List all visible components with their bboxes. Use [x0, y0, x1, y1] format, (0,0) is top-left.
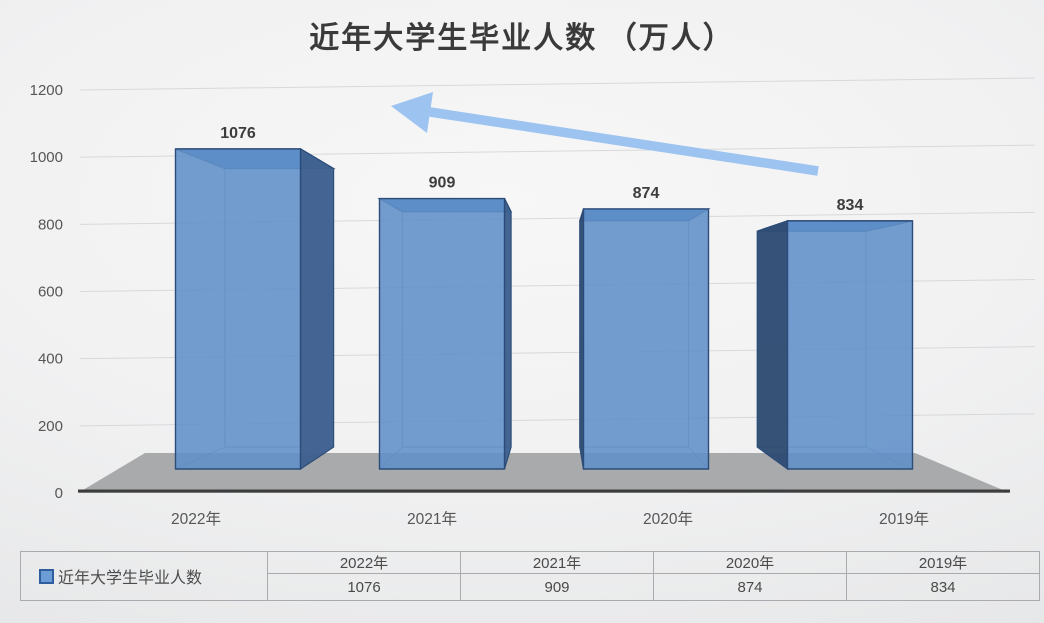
y-axis-tick-label: 400 — [38, 351, 63, 368]
table-value-cell: 834 — [846, 573, 1040, 601]
series-legend-marker-icon — [39, 569, 54, 584]
bar-front-face — [174, 148, 302, 470]
bar-data-label: 874 — [633, 185, 660, 202]
bar-side-face — [503, 198, 512, 470]
bar-data-label: 1076 — [220, 125, 256, 142]
table-header-cell: 2020年 — [653, 551, 847, 574]
y-axis-tick-label: 600 — [38, 284, 63, 301]
bar-front-face — [786, 220, 914, 470]
chart-plot-area: 0 200 400 600 800 1000 1200 1076 2022年 909 2021年 87… — [29, 77, 1036, 528]
bar-front-face — [582, 208, 710, 470]
series-legend-label: 近年大学生毕业人数 — [58, 570, 203, 587]
y-axis-tick-label: 1200 — [30, 82, 63, 99]
y-axis-tick-label: 0 — [55, 485, 63, 502]
trend-arrow-shaft — [429, 107, 819, 176]
chart-title: 近年大学生毕业人数 （万人） — [309, 22, 735, 55]
table-value-cell: 874 — [653, 573, 847, 601]
table-header-cell: 2019年 — [846, 551, 1040, 574]
data-table: 近年大学生毕业人数 2022年 2021年 2020年 2019年 1076 9… — [20, 551, 1040, 601]
y-axis-tick-label: 800 — [38, 216, 63, 233]
bar-side-face — [756, 220, 789, 471]
legend-cell: 近年大学生毕业人数 — [20, 551, 268, 601]
table-value-cell: 1076 — [267, 573, 461, 601]
table-header-cell: 2021年 — [460, 551, 654, 574]
bar-data-label: 834 — [837, 197, 864, 214]
x-axis-tick-label: 2020年 — [643, 510, 693, 528]
table-header-cell: 2022年 — [267, 551, 461, 574]
y-axis-tick-label: 1000 — [30, 149, 63, 166]
x-axis-tick-label: 2022年 — [171, 510, 221, 528]
x-axis-tick-label: 2021年 — [407, 510, 457, 528]
bar-data-label: 909 — [429, 175, 456, 192]
y-axis-tick-label: 200 — [38, 418, 63, 435]
bar-front-face — [378, 197, 506, 470]
gridline — [79, 77, 1036, 91]
x-axis-tick-label: 2019年 — [879, 510, 929, 528]
table-value-cell: 909 — [460, 573, 654, 601]
bar-side-face — [299, 147, 335, 471]
trend-arrow-head-icon — [391, 92, 433, 133]
chart-floor-3d — [78, 453, 1010, 493]
